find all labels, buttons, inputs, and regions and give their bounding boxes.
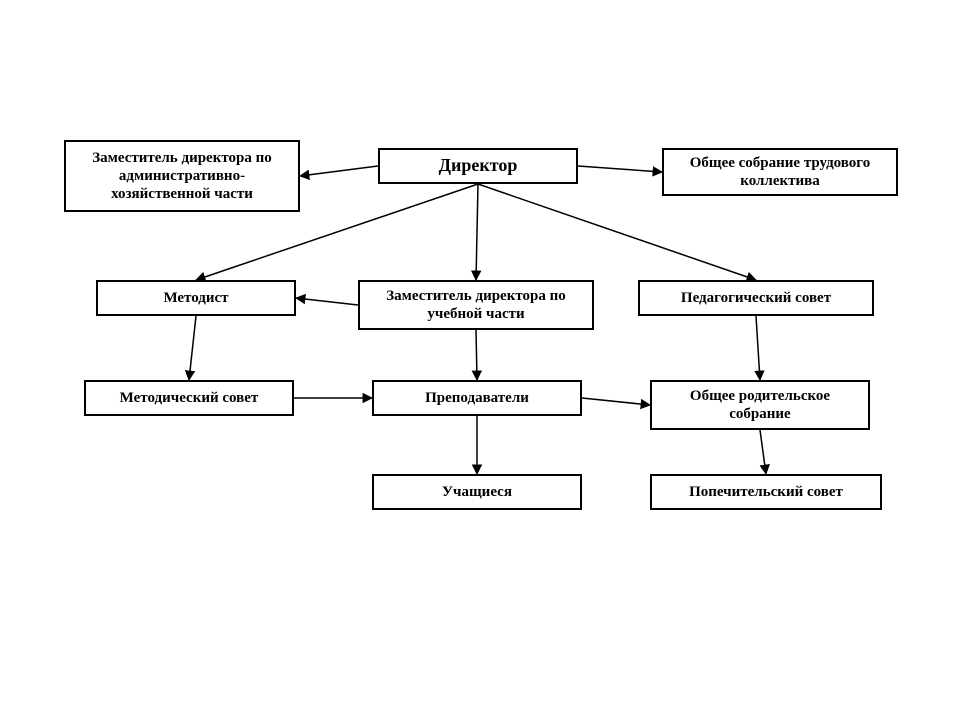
- node-label: Заместитель директора по административно…: [74, 149, 290, 203]
- node-label: Методический совет: [120, 389, 259, 407]
- node-deputy_study: Заместитель директора по учебной части: [358, 280, 594, 330]
- node-director: Директор: [378, 148, 578, 184]
- org-chart-canvas: Директор Заместитель директора по админис…: [0, 0, 960, 720]
- node-label: Общее родительское собрание: [660, 387, 860, 423]
- node-parent_meeting: Общее родительское собрание: [650, 380, 870, 430]
- edge-director-to-ped_council: [478, 184, 756, 280]
- edge-parent_meeting-to-trustees: [760, 430, 766, 474]
- edge-deputy_study-to-methodist: [296, 298, 358, 305]
- edges-layer: [0, 0, 960, 720]
- edge-director-to-assembly: [578, 166, 662, 172]
- node-students: Учащиеся: [372, 474, 582, 510]
- node-ped_council: Педагогический совет: [638, 280, 874, 316]
- edge-methodist-to-method_council: [189, 316, 196, 380]
- node-label: Преподаватели: [425, 389, 529, 407]
- node-label: Заместитель директора по учебной части: [368, 287, 584, 323]
- edge-deputy_study-to-teachers: [476, 330, 477, 380]
- node-teachers: Преподаватели: [372, 380, 582, 416]
- node-label: Учащиеся: [442, 483, 512, 501]
- node-label: Общее собрание трудового коллектива: [672, 154, 888, 190]
- node-methodist: Методист: [96, 280, 296, 316]
- node-label: Директор: [439, 155, 518, 177]
- edge-director-to-deputy_study: [476, 184, 478, 280]
- node-deputy_admin: Заместитель директора по административно…: [64, 140, 300, 212]
- node-label: Методист: [163, 289, 228, 307]
- node-trustees: Попечительский совет: [650, 474, 882, 510]
- node-method_council: Методический совет: [84, 380, 294, 416]
- node-label: Педагогический совет: [681, 289, 831, 307]
- edge-ped_council-to-parent_meeting: [756, 316, 760, 380]
- edge-director-to-deputy_admin: [300, 166, 378, 176]
- node-label: Попечительский совет: [689, 483, 843, 501]
- node-assembly: Общее собрание трудового коллектива: [662, 148, 898, 196]
- edge-teachers-to-parent_meeting: [582, 398, 650, 405]
